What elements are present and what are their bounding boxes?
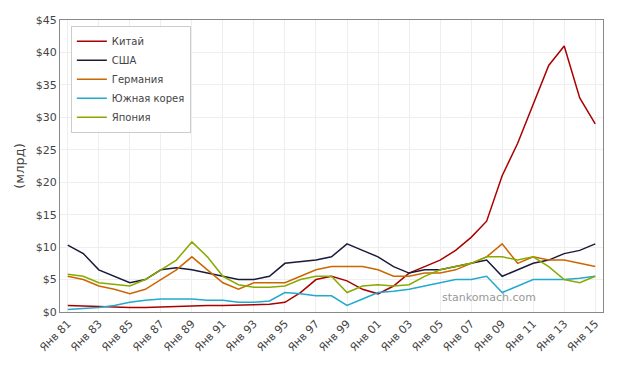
svg-text:$10: $10 (36, 241, 57, 254)
svg-text:$35: $35 (36, 79, 57, 92)
svg-text:$40: $40 (36, 46, 57, 59)
svg-text:Янв 01: Янв 01 (347, 318, 384, 355)
svg-text:Янв 81: Янв 81 (37, 318, 74, 355)
svg-text:Янв 85: Янв 85 (99, 318, 136, 355)
svg-text:Янв 03: Янв 03 (378, 318, 415, 355)
svg-text:Янв 91: Янв 91 (192, 318, 229, 355)
svg-text:Янв 13: Янв 13 (534, 318, 571, 355)
svg-text:Янв 87: Янв 87 (130, 318, 167, 355)
svg-text:(млрд): (млрд) (12, 143, 27, 189)
svg-text:Янв 07: Янв 07 (441, 318, 478, 355)
svg-text:$0: $0 (43, 306, 57, 319)
svg-text:Янв 99: Янв 99 (316, 318, 353, 355)
svg-text:Япония: Япония (112, 112, 151, 123)
svg-text:Янв 05: Янв 05 (409, 318, 446, 355)
svg-text:Янв 15: Янв 15 (565, 318, 602, 355)
svg-text:США: США (112, 55, 137, 66)
svg-text:Янв 97: Янв 97 (285, 318, 322, 355)
svg-text:$30: $30 (36, 111, 57, 124)
svg-text:$20: $20 (36, 176, 57, 189)
svg-text:Янв 95: Янв 95 (254, 318, 291, 355)
svg-text:$25: $25 (36, 144, 57, 157)
svg-text:stankomach.com: stankomach.com (442, 291, 536, 304)
svg-text:$15: $15 (36, 209, 57, 222)
svg-text:Янв 83: Янв 83 (68, 318, 105, 355)
svg-text:Янв 09: Янв 09 (472, 318, 509, 355)
svg-text:Янв 93: Янв 93 (223, 318, 260, 355)
svg-text:Янв 11: Янв 11 (503, 318, 540, 355)
svg-text:Южная корея: Южная корея (112, 93, 184, 104)
svg-text:Китай: Китай (112, 36, 144, 47)
svg-text:Янв 89: Янв 89 (161, 318, 198, 355)
svg-text:$45: $45 (36, 14, 57, 27)
svg-text:Германия: Германия (112, 74, 163, 85)
svg-text:$5: $5 (43, 273, 57, 286)
